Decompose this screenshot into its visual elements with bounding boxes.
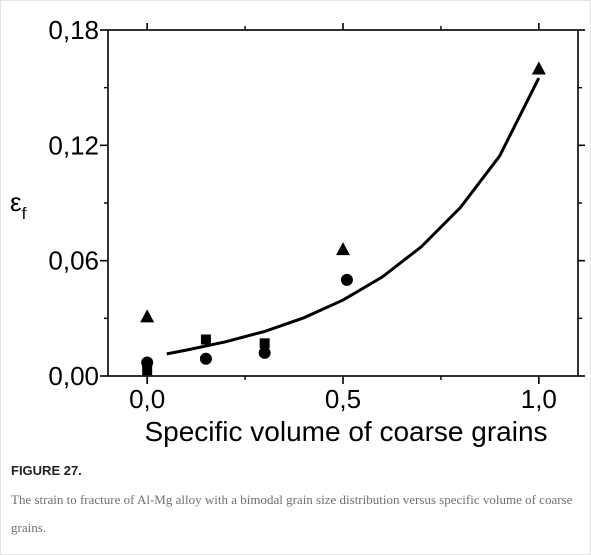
square-marker [200, 334, 211, 345]
circle-marker [199, 352, 212, 365]
y-axis-label-subscript: f [22, 204, 27, 223]
square-marker [259, 338, 270, 349]
triangle-marker [336, 242, 350, 256]
y-tick-label: 0,12 [48, 130, 99, 160]
y-tick-label: 0,06 [48, 246, 99, 276]
scatter-chart: 0,0 0,5 1,0 0,00 0,06 0,12 0,18 Specific volum… [10, 15, 585, 447]
square-marker [142, 365, 153, 376]
triangle-marker [140, 309, 155, 323]
tick-labels: 0,0 0,5 1,0 0,00 0,06 0,12 0,18 [48, 15, 557, 414]
y-axis-label-main: ε [10, 187, 22, 217]
y-tick-label: 0,00 [48, 361, 99, 391]
y-axis-label: εf [10, 187, 27, 223]
x-tick-label: 0,5 [325, 384, 361, 414]
x-tick-label: 1,0 [521, 384, 557, 414]
data-points [140, 61, 546, 376]
circle-marker [340, 273, 353, 286]
plot-area [107, 29, 579, 377]
figure-label: FIGURE 27. [11, 463, 82, 478]
figure-caption: The strain to fracture of Al-Mg alloy wi… [11, 492, 573, 535]
x-axis-label: Specific volume of coarse grains [144, 416, 547, 447]
triangle-marker [531, 61, 546, 75]
x-tick-label: 0,0 [129, 384, 165, 414]
circle-marker [258, 346, 271, 359]
axis-ticks [100, 23, 585, 384]
trend-curve [166, 77, 541, 356]
y-tick-label: 0,18 [48, 15, 99, 45]
